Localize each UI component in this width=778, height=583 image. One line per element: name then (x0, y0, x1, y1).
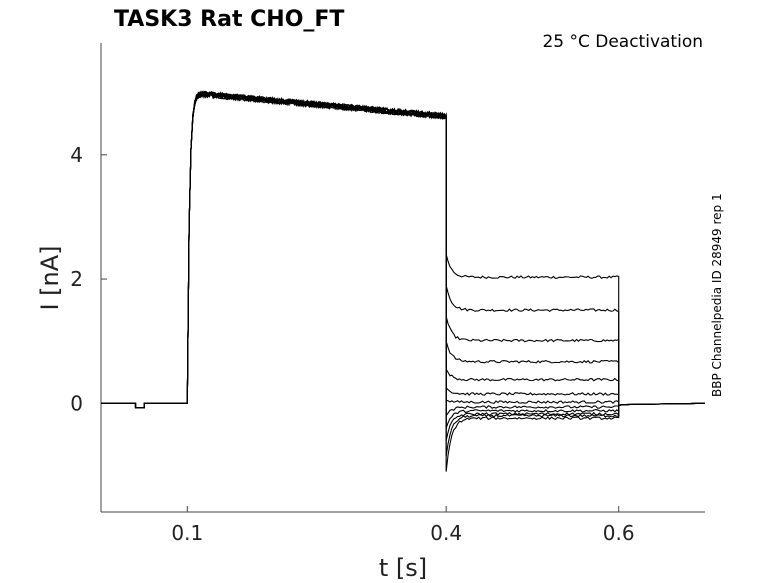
trace-series (101, 92, 706, 429)
trace-series (101, 90, 706, 472)
side-note: BBP Channelpedia ID 28949 rep 1 (710, 193, 724, 397)
traces (101, 90, 706, 472)
x-tick-label: 0.1 (171, 521, 203, 545)
x-tick-label: 0.6 (603, 521, 635, 545)
x-axis-label: t [s] (379, 554, 427, 582)
y-tick-label: 0 (70, 391, 83, 415)
axes (100, 43, 705, 513)
ticks: 0.1 0.4 0.6 0 2 4 (70, 143, 634, 545)
y-tick-label: 2 (70, 267, 83, 291)
y-axis-label: I [nA] (36, 245, 64, 310)
chart-title: TASK3 Rat CHO_FT (114, 7, 344, 32)
chart-subtitle: 25 °C Deactivation (542, 32, 703, 52)
y-tick-label: 4 (70, 143, 83, 167)
x-tick-label: 0.4 (430, 521, 462, 545)
